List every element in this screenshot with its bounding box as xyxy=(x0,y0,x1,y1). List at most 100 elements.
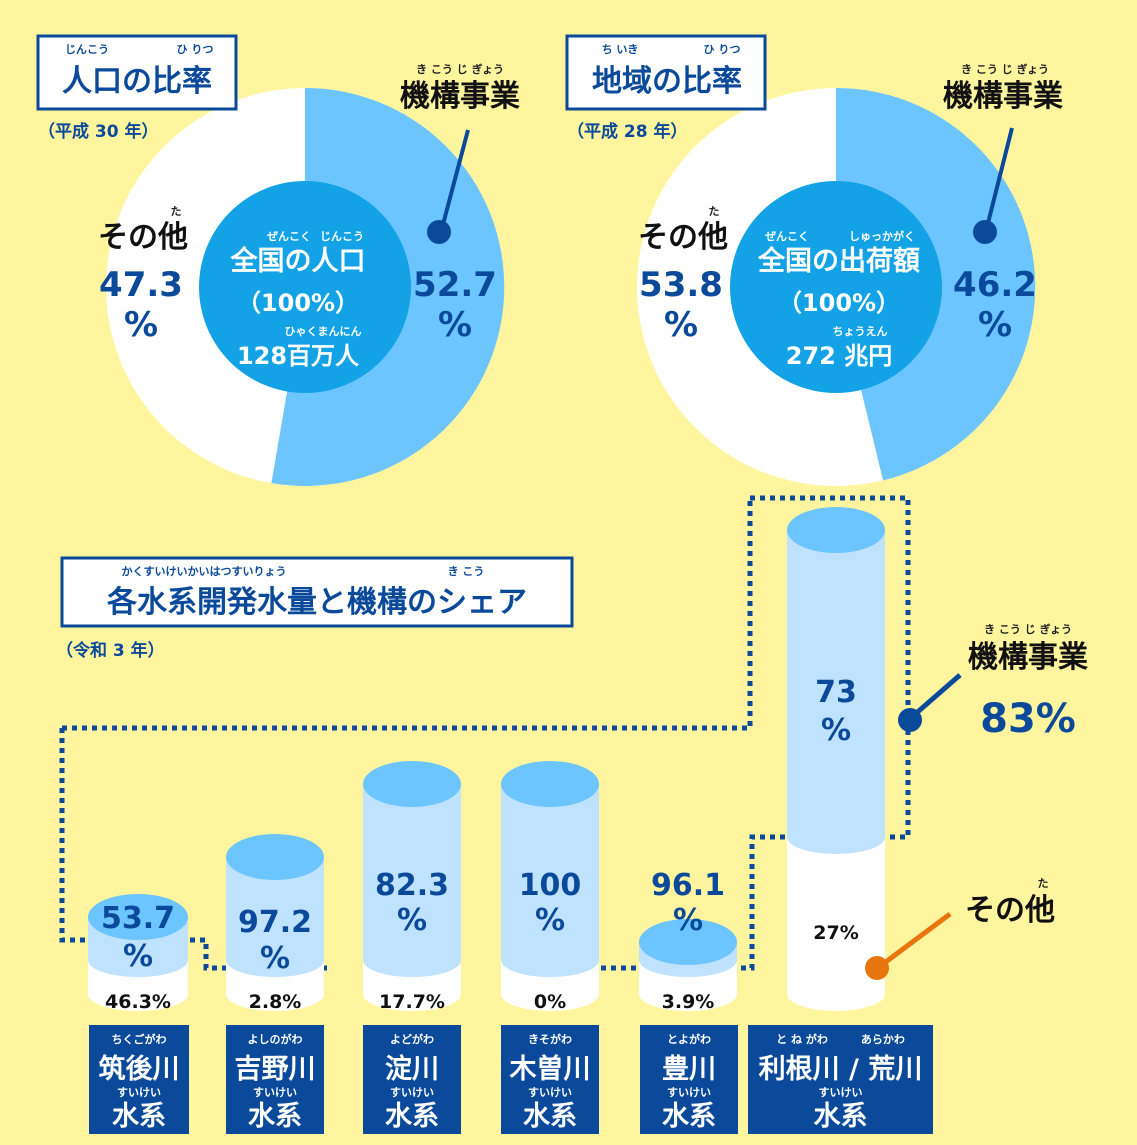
river-name: 筑後川 xyxy=(99,1053,180,1085)
river-suffix: 水系 xyxy=(814,1101,868,1132)
river-suffix-ruby: すいけい xyxy=(528,1086,572,1099)
subtitle-2: （平成 28 年） xyxy=(567,121,688,142)
other-leader-dot xyxy=(865,956,889,980)
pie2-center-title: 全国の出荷額 xyxy=(757,245,920,277)
river-name: 木曽川 xyxy=(509,1053,591,1085)
pie1-kiko-label: 機構事業 xyxy=(400,79,520,114)
cylinder-kiko-value: 53.7 xyxy=(101,901,175,936)
pie-region: ぜんこく しゅっかがく 全国の出荷額 （100%） ちょうえん 272 兆円 た… xyxy=(637,62,1063,486)
pie2-kiko-value: 46.2 xyxy=(953,265,1037,305)
pie2-kiko-label: 機構事業 xyxy=(943,79,1063,114)
cylinder-kiko-unit: % xyxy=(821,713,851,748)
pie1-kiko-value: 52.7 xyxy=(413,265,497,305)
pie1-center-ruby-2: じんこう xyxy=(320,230,364,243)
river-suffix-ruby: すいけい xyxy=(667,1086,711,1099)
river-label-box xyxy=(89,1025,189,1134)
cylinder-top xyxy=(501,761,599,807)
river-label-box xyxy=(363,1025,461,1134)
pie2-other-value: 53.8 xyxy=(639,265,723,305)
pie1-center-total: （100%） xyxy=(237,289,359,317)
river-suffix-ruby: すいけい xyxy=(819,1086,863,1099)
river-suffix: 水系 xyxy=(248,1101,302,1132)
cylinder-top xyxy=(787,507,885,553)
cylinder-other-value: 17.7% xyxy=(379,991,445,1013)
cylinders-group: 53.7% 46.3% 97.2% 2.8% 82.3% 17.7% 100% 0% 96.1%… xyxy=(88,507,885,1013)
pie2-center-ruby-3: ちょうえん xyxy=(833,325,888,338)
river-name: 豊川 xyxy=(662,1054,716,1085)
title-box-region: ち いき ひ りつ 地域の比率 （平成 28 年） xyxy=(565,34,767,142)
other-ruby: た xyxy=(1038,877,1049,890)
river-label-box xyxy=(501,1025,599,1134)
total-ruby: き こう じ ぎょう xyxy=(984,622,1072,636)
cylinder-kiko-unit: % xyxy=(535,903,565,938)
subtitle-1: （平成 30 年） xyxy=(38,121,159,142)
pie2-leader-line xyxy=(984,127,1014,232)
pie1-leader-dot xyxy=(427,220,451,244)
pie2-center-ruby-1: ぜんこく xyxy=(765,230,809,243)
cylinder-other-value: 0% xyxy=(534,991,566,1013)
cylinder-kiko-value: 73 xyxy=(815,675,857,710)
cylinder-top xyxy=(363,761,461,807)
pie1-other-label: その他 xyxy=(98,220,188,255)
cylinder-kiko-value: 96.1 xyxy=(651,868,725,903)
title-2-ruby-a: ち いき xyxy=(602,43,639,56)
river-suffix: 水系 xyxy=(385,1101,439,1132)
title-1-text: 人口の比率 xyxy=(62,64,212,99)
title-box-2-frame xyxy=(565,34,767,111)
pie2-center-total: （100%） xyxy=(778,289,900,317)
river-suffix: 水系 xyxy=(662,1101,716,1132)
river-name-ruby: ちくごがわ xyxy=(112,1032,167,1046)
cylinder-other-value: 46.3% xyxy=(105,991,171,1013)
river-suffix-ruby: すいけい xyxy=(117,1086,161,1099)
river-suffix-ruby: すいけい xyxy=(253,1086,297,1099)
cylinder-top xyxy=(639,919,737,965)
pie1-center-title: 全国の人口 xyxy=(230,245,366,277)
title-box-population: じんこう ひ りつ 人口の比率 （平成 30 年） xyxy=(36,34,238,142)
pie1-center-value: 128百万人 xyxy=(237,342,359,370)
river-name: 吉野川 xyxy=(235,1054,316,1085)
subtitle-3: （令和 3 年） xyxy=(56,640,165,661)
pie2-kiko-ruby: き こう じ ぎょう xyxy=(961,62,1049,76)
pie2-center-ruby-2: しゅっかがく xyxy=(849,229,915,243)
river-label-box xyxy=(640,1025,738,1134)
cylinder-kiko-unit: % xyxy=(260,941,290,976)
river-name-ruby: とよがわ xyxy=(667,1032,711,1046)
pie1-center-disc xyxy=(199,181,411,393)
pie2-kiko-unit: % xyxy=(978,305,1012,345)
pie-population: ぜんこく じんこう 全国の人口 （100%） ひゃくまんにん 128百万人 た … xyxy=(98,62,520,486)
pie1-other-ruby: た xyxy=(171,205,182,218)
title-1-ruby-a: じんこう xyxy=(65,43,109,56)
total-value: 83% xyxy=(980,696,1076,742)
river-name: 利根川 / 荒川 xyxy=(759,1054,923,1085)
cylinder-kiko-unit: % xyxy=(673,903,703,938)
river-name-ruby: と ね がわ あらかわ xyxy=(776,1032,905,1046)
cylinder-top xyxy=(226,834,324,880)
cylinder-other-value: 2.8% xyxy=(249,991,302,1013)
pie1-kiko-unit: % xyxy=(438,305,472,345)
river-suffix: 水系 xyxy=(523,1101,577,1132)
cylinder-other-value: 27% xyxy=(813,922,858,944)
pie2-other-unit: % xyxy=(664,305,698,345)
pie2-leader-dot xyxy=(973,220,997,244)
cylinder-kiko-value: 97.2 xyxy=(238,905,312,940)
pie1-center-ruby-3: ひゃくまんにん xyxy=(285,325,362,338)
river-name-ruby: よどがわ xyxy=(390,1032,434,1046)
total-leader-dot xyxy=(898,708,922,732)
pie1-center-ruby-1: ぜんこく xyxy=(267,230,311,243)
title-1-ruby-b: ひ りつ xyxy=(177,43,214,56)
pie1-kiko-ruby: き こう じ ぎょう xyxy=(416,62,504,76)
title-box-1-frame xyxy=(36,34,238,111)
cylinder-kiko-body xyxy=(226,857,324,977)
title-box-water: かくすいけいかいはつすいりょう き こう 各水系開発水量と機構のシェア （令和 … xyxy=(56,556,574,661)
total-leader-line xyxy=(911,673,962,718)
cylinder-kiko-value: 82.3 xyxy=(375,868,449,903)
title-2-ruby-b: ひ りつ xyxy=(704,43,741,56)
pie2-other-label: その他 xyxy=(638,220,728,255)
title-3-ruby-a: かくすいけいかいはつすいりょう xyxy=(122,565,287,578)
river-label-box xyxy=(748,1025,933,1134)
river-name-ruby: よしのがわ xyxy=(248,1032,303,1046)
cylinder-other-body xyxy=(787,837,885,1011)
cylinder-kiko-unit: % xyxy=(397,903,427,938)
